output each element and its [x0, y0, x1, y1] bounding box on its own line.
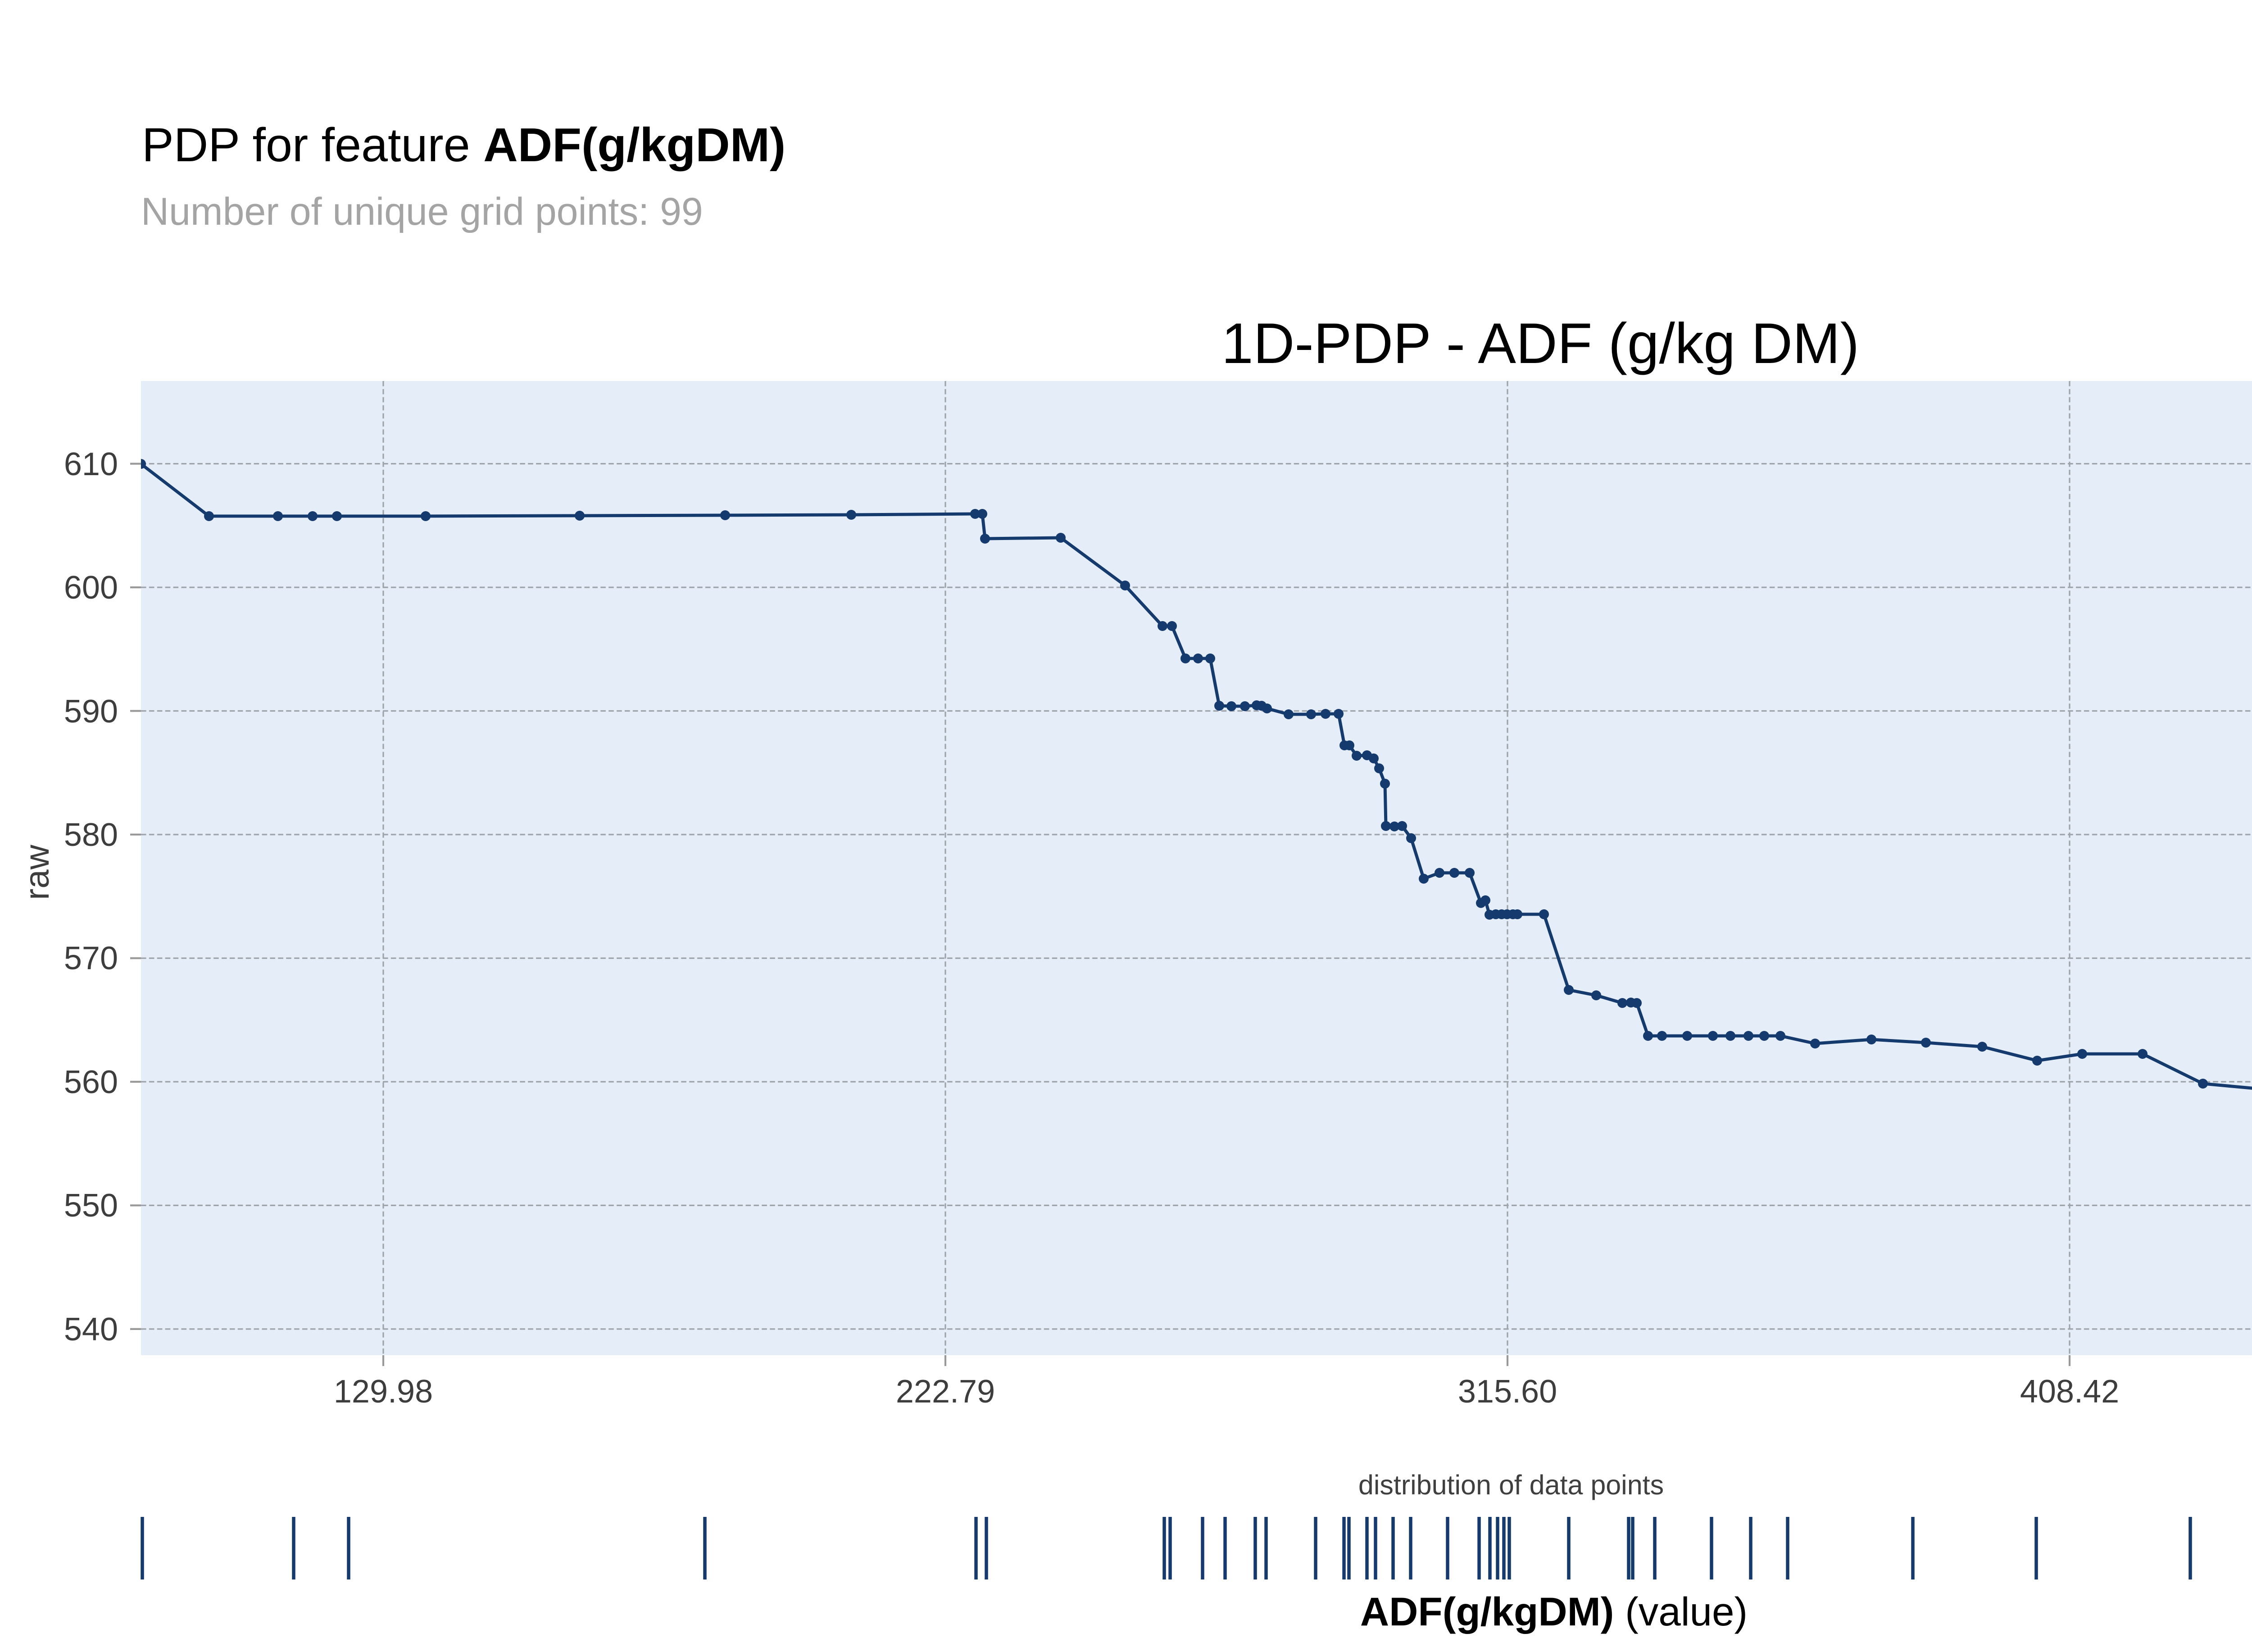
- svg-text:129.98: 129.98: [334, 1374, 433, 1410]
- svg-text:610: 610: [64, 446, 118, 482]
- svg-text:PDP for feature ADF(g/kgDM): PDP for feature ADF(g/kgDM): [142, 118, 785, 172]
- svg-text:222.79: 222.79: [896, 1374, 995, 1410]
- svg-text:570: 570: [64, 940, 118, 976]
- svg-text:560: 560: [64, 1064, 118, 1100]
- svg-text:ADF(g/kgDM) (value): ADF(g/kgDM) (value): [1360, 1589, 1748, 1634]
- svg-text:580: 580: [64, 817, 118, 853]
- svg-text:1D-PDP - ADF (g/kg DM): 1D-PDP - ADF (g/kg DM): [1221, 311, 1859, 375]
- svg-text:590: 590: [64, 694, 118, 730]
- svg-text:600: 600: [64, 570, 118, 606]
- svg-text:distribution of data points: distribution of data points: [1358, 1470, 1664, 1500]
- svg-text:408.42: 408.42: [2020, 1374, 2119, 1410]
- svg-text:315.60: 315.60: [1458, 1374, 1557, 1410]
- svg-text:raw: raw: [18, 844, 56, 900]
- svg-text:550: 550: [64, 1188, 118, 1224]
- svg-text:Number of unique grid points:: Number of unique grid points: 99: [141, 190, 703, 233]
- svg-text:540: 540: [64, 1312, 118, 1348]
